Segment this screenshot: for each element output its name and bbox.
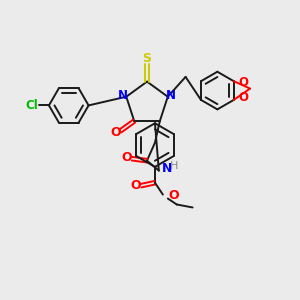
Text: N: N [118,89,128,102]
Text: O: O [238,76,248,89]
Text: Cl: Cl [26,99,38,112]
Text: O: O [110,127,121,140]
Text: S: S [142,52,152,65]
Text: O: O [238,91,248,104]
Text: O: O [169,189,179,202]
Text: N: N [166,89,176,102]
Text: N: N [162,162,172,175]
Text: O: O [131,179,141,192]
Text: H: H [170,161,178,171]
Text: O: O [122,151,133,164]
